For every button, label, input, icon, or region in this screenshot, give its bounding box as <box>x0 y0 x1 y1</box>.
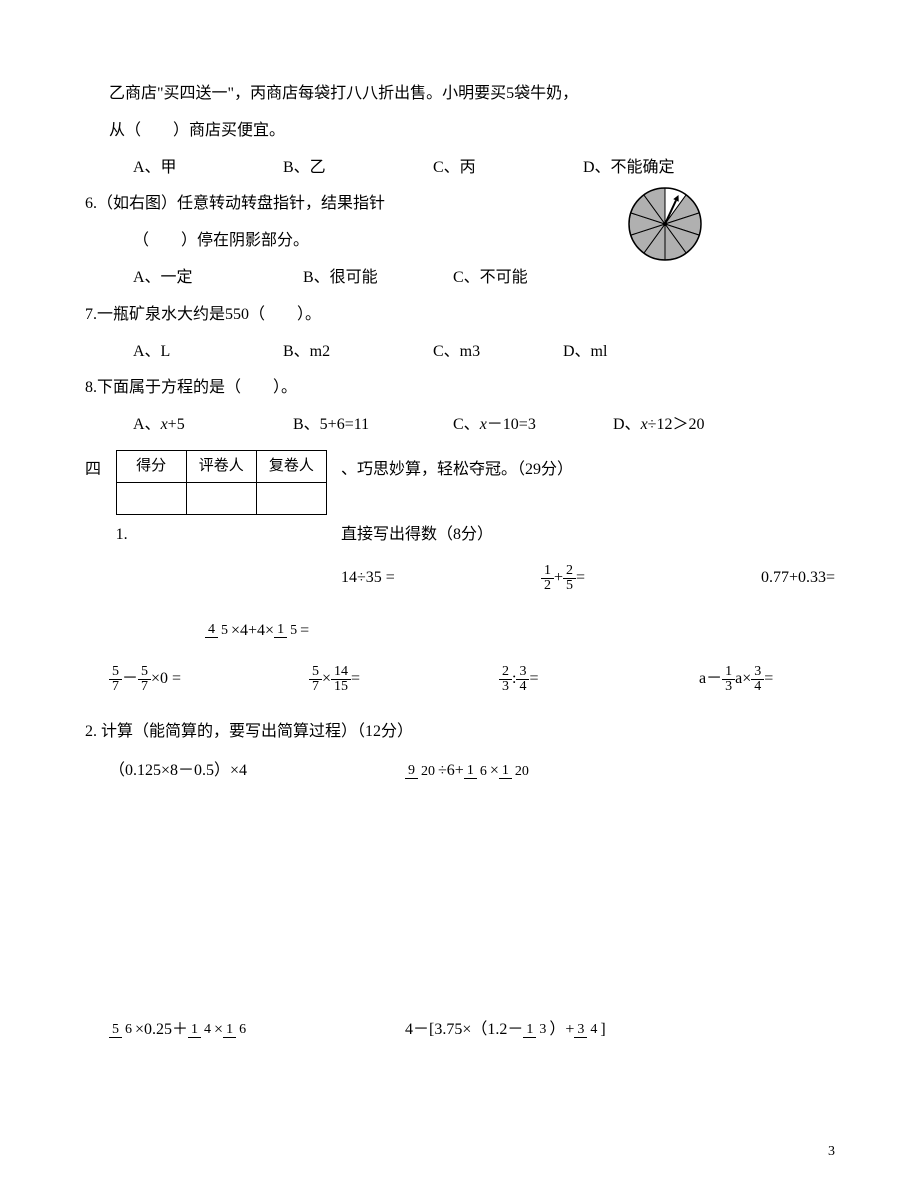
q5-opt-b: B、乙 <box>283 154 433 183</box>
q6-block: 6.（如右图）任意转动转盘指针，结果指针 （ ）停在阴影部分。 A、一定 B、很… <box>85 190 835 292</box>
section4-right: 、巧思妙算，轻松夺冠。（29分） 直接写出得数（8分） 14÷35 = 12 +… <box>327 450 835 593</box>
q7-opt-b: B、m2 <box>283 338 433 367</box>
calc-row1: （0.125×8－0.5）×4 920 ÷6+ 16 × 120 <box>85 757 835 786</box>
q6-opt-b: B、很可能 <box>303 264 453 293</box>
calc1-p1: （0.125×8－0.5）×4 <box>85 757 405 786</box>
score-h3: 复卷人 <box>256 450 326 482</box>
q7-opt-d: D、ml <box>563 338 713 367</box>
q7-options: A、L B、m2 C、m3 D、ml <box>85 338 835 367</box>
calc-row2: 56 ×0.25＋ 14 × 16 4－[3.75×（1.2－ 13 ）+ 34… <box>85 1016 835 1045</box>
sub1-text: 直接写出得数（8分） <box>341 521 835 550</box>
score-table: 得分 评卷人 复卷人 <box>116 450 327 515</box>
row1-p3: 0.77+0.33= <box>761 564 835 593</box>
score-h1: 得分 <box>116 450 186 482</box>
q8-opt-c: C、x－10=3 <box>453 411 613 440</box>
q8-opt-d: D、x÷12＞20 <box>613 411 773 440</box>
q5-opt-d: D、不能确定 <box>583 154 733 183</box>
q5-line2: 从（ ）商店买便宜。 <box>85 117 835 146</box>
q7-text: 7.一瓶矿泉水大约是550（ ）。 <box>85 301 835 330</box>
sub1-label: 1. <box>116 521 140 550</box>
q8-opt-b: B、5+6=11 <box>293 411 453 440</box>
score-cell3 <box>256 482 326 514</box>
row3-p4: a－ 13 a× 34 = <box>699 665 773 694</box>
page-number: 3 <box>828 1139 835 1164</box>
calc2-p1: 56 ×0.25＋ 14 × 16 <box>85 1016 405 1045</box>
calc1-p2: 920 ÷6+ 16 × 120 <box>405 757 725 786</box>
q7-opt-c: C、m3 <box>433 338 563 367</box>
row3-p1: 57 － 57 ×0 = <box>109 665 309 694</box>
q8-options: A、x+5 B、5+6=11 C、x－10=3 D、x÷12＞20 <box>85 411 835 440</box>
section4: 四 得分 评卷人 复卷人 1. 、巧思妙算，轻松夺冠。（29分） 直接写出得数（… <box>85 450 835 593</box>
q7-opt-a: A、L <box>133 338 283 367</box>
score-cell1 <box>116 482 186 514</box>
q6-line1: 6.（如右图）任意转动转盘指针，结果指针 <box>85 190 835 219</box>
calc2-p2: 4－[3.75×（1.2－ 13 ）+ 34 ] <box>405 1016 725 1045</box>
score-cell2 <box>186 482 256 514</box>
score-h2: 评卷人 <box>186 450 256 482</box>
row1-p1: 14÷35 = <box>341 564 541 593</box>
q8-text: 8.下面属于方程的是（ ）。 <box>85 374 835 403</box>
q8-opt-a: A、x+5 <box>133 411 293 440</box>
row3-p3: 23 : 34 = <box>499 665 699 694</box>
section4-label: 四 <box>85 450 110 485</box>
row2-expr: 45 ×4+4× 15 = <box>85 617 835 646</box>
q6-line2: （ ）停在阴影部分。 <box>85 227 835 256</box>
q6-opt-a: A、一定 <box>133 264 303 293</box>
row3-p2: 57 × 1415 = <box>309 665 499 694</box>
q5-options: A、甲 B、乙 C、丙 D、不能确定 <box>85 154 835 183</box>
q5-opt-a: A、甲 <box>133 154 283 183</box>
sub2-label: 2. 计算（能简算的，要写出简算过程）（12分） <box>85 718 835 747</box>
section4-title: 、巧思妙算，轻松夺冠。（29分） <box>341 456 835 485</box>
row3: 57 － 57 ×0 = 57 × 1415 = 23 : 34 = a－ 13… <box>85 665 835 694</box>
spinner-icon <box>625 184 705 275</box>
q5-line1: 乙商店"买四送一"，丙商店每袋打八八折出售。小明要买5袋牛奶， <box>85 80 835 109</box>
q6-options: A、一定 B、很可能 C、不可能 <box>85 264 835 293</box>
row1-p2: 12 + 25 = <box>541 564 761 593</box>
q6-opt-c: C、不可能 <box>453 264 603 293</box>
score-table-wrap: 得分 评卷人 复卷人 1. <box>110 450 327 550</box>
q5-opt-c: C、丙 <box>433 154 583 183</box>
